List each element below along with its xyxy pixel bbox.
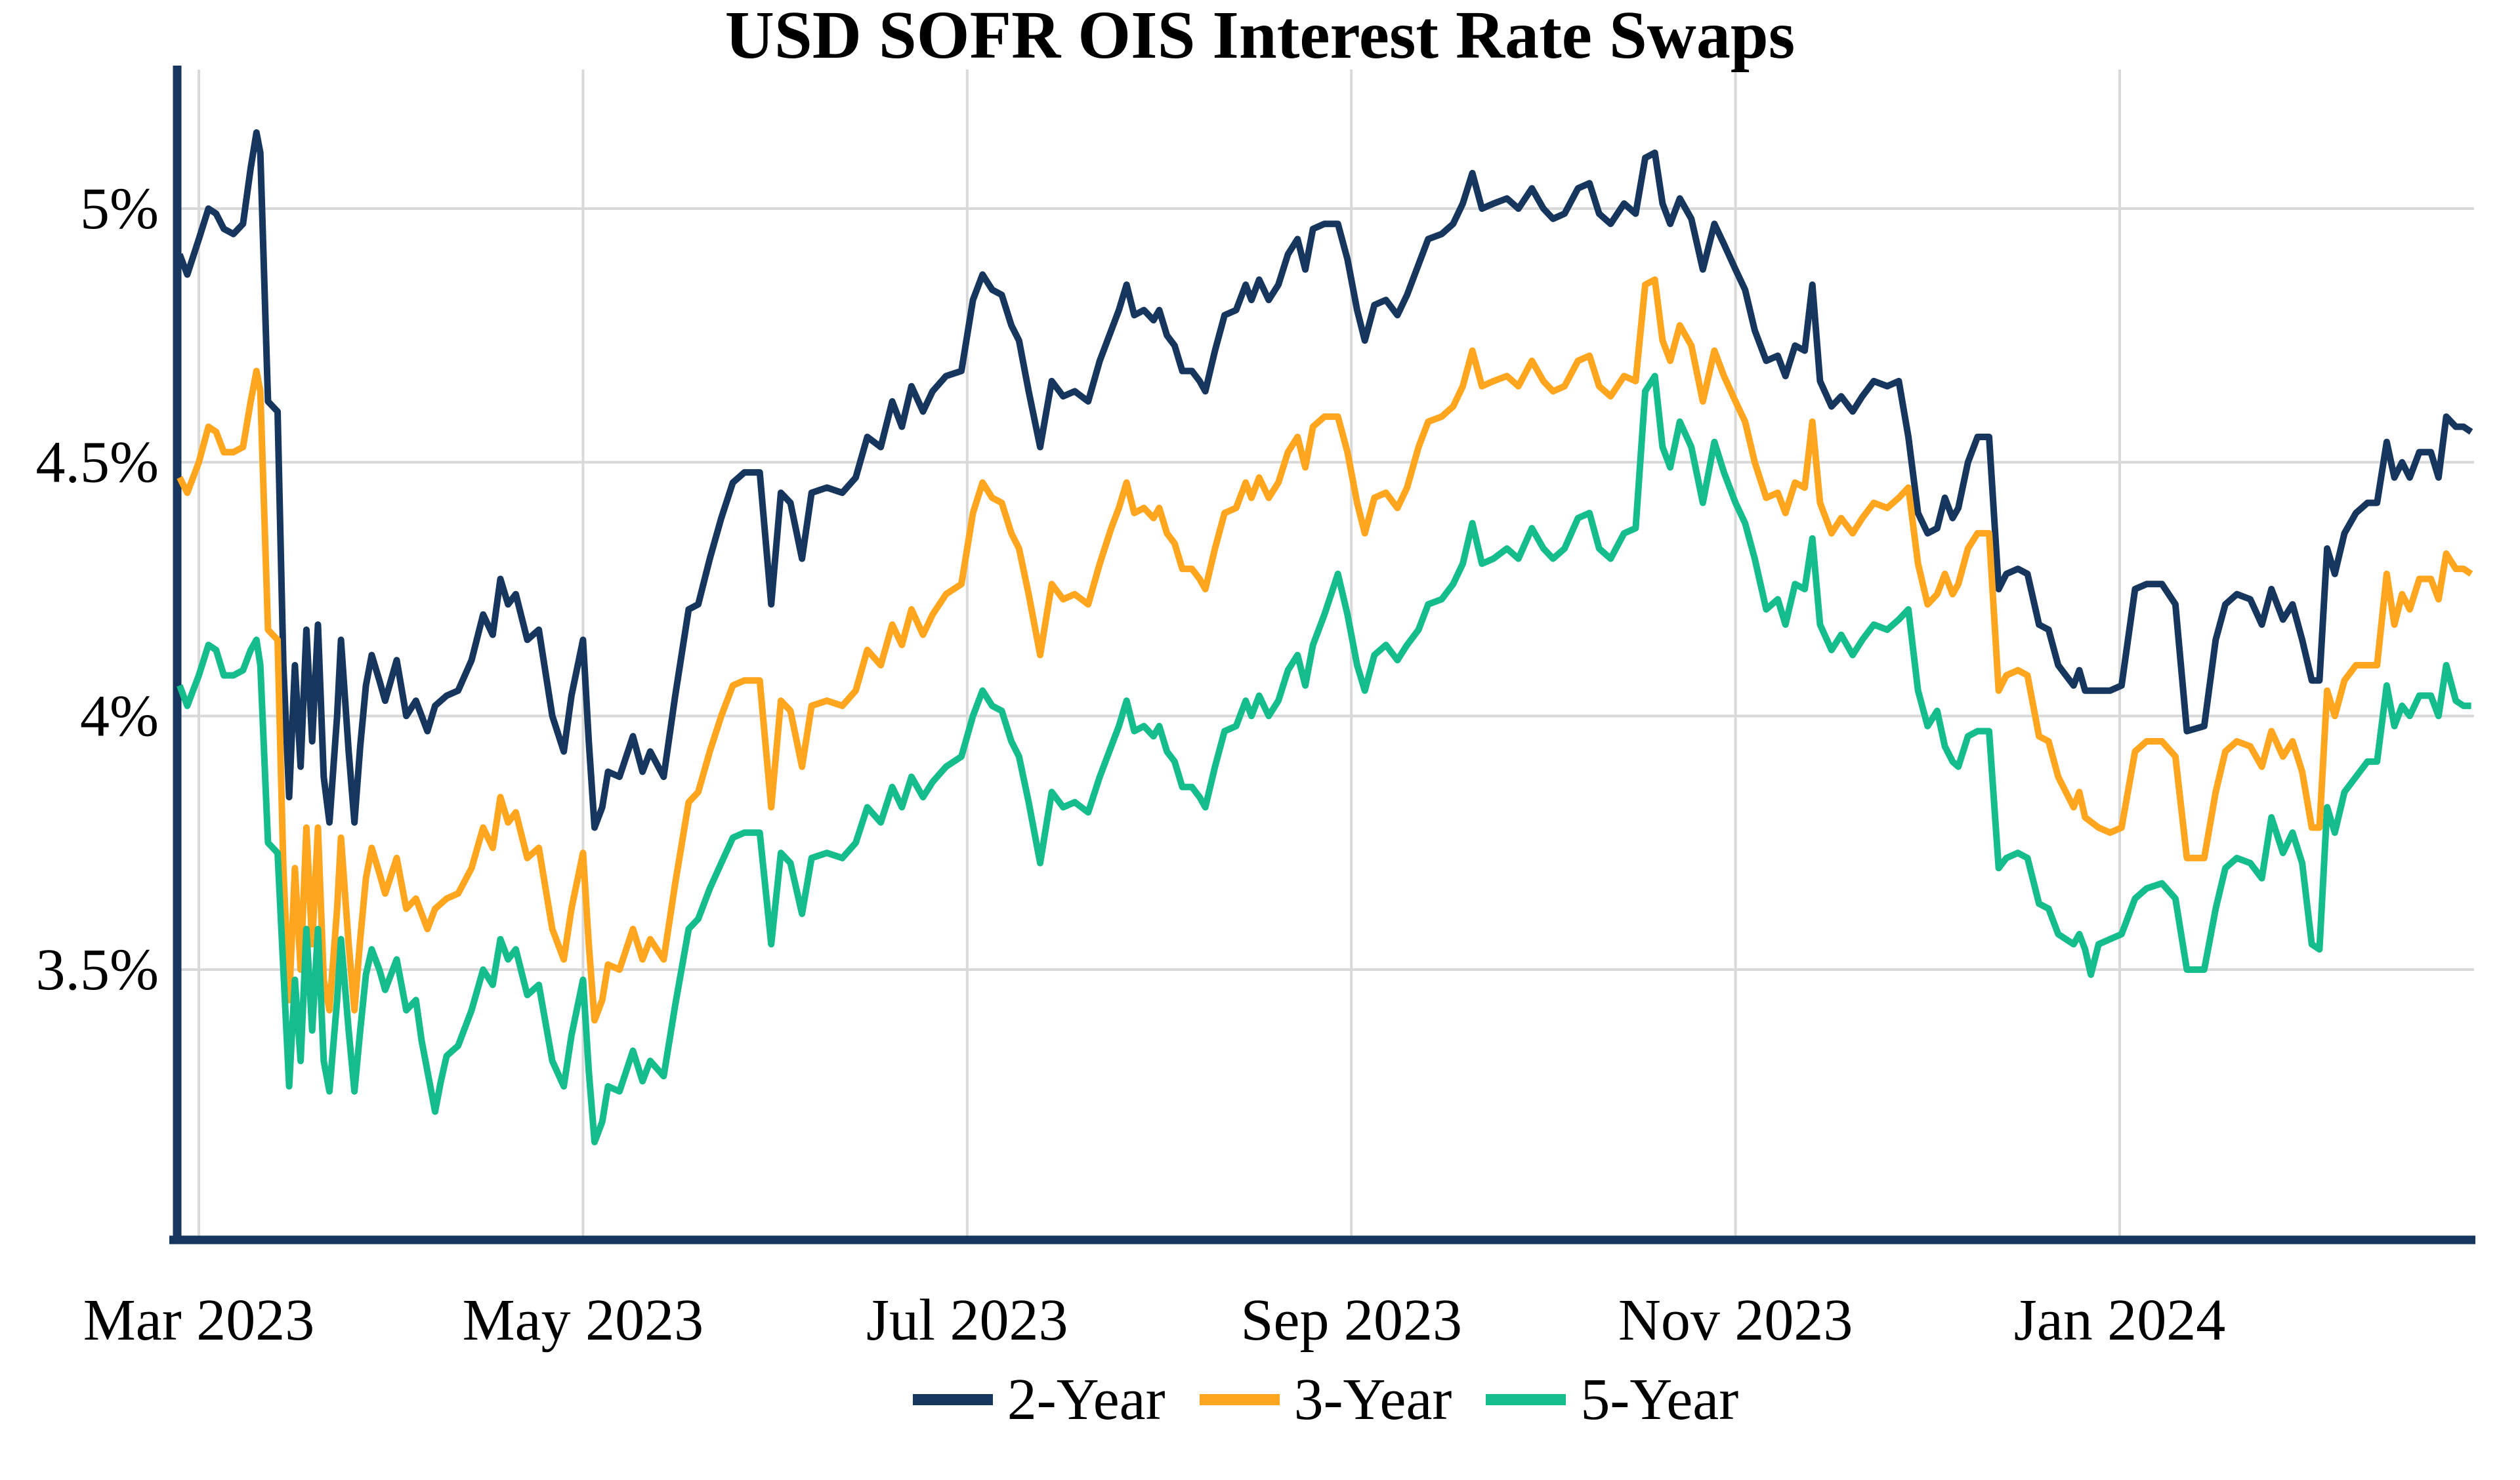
series-line-2-year (177, 129, 2473, 831)
legend-item-5-year: 5-Year (1486, 1366, 1738, 1433)
legend-item-3-year: 3-Year (1199, 1366, 1452, 1433)
series-line-5-year (177, 373, 2471, 1145)
x-tick-label-sep-2023: Sep 2023 (1240, 1288, 1462, 1353)
x-tick-label-mar-2023: Mar 2023 (83, 1288, 314, 1353)
y-tick-label-4-5-: 4.5% (36, 430, 159, 495)
x-tick-label-jan-2024: Jan 2024 (2014, 1288, 2225, 1353)
tick-labels: Mar 2023 May 2023 Jul 2023 Sep 2023 Nov 2023… (36, 176, 2226, 1353)
series-line-3-year (177, 276, 2473, 1024)
y-tick-label-5-: 5% (80, 176, 159, 241)
legend-swatch-3-year-icon (1199, 1394, 1280, 1405)
legend-item-2-year: 2-Year (912, 1366, 1166, 1433)
legend-label-5-year: 5-Year (1580, 1367, 1739, 1432)
legend: 2-Year 3-Year 5-Year (177, 1366, 2474, 1433)
gridlines (177, 70, 2474, 1236)
page-title: USD SOFR OIS Interest Rate Swaps (724, 0, 1796, 73)
y-tick-label-3-5-: 3.5% (36, 937, 159, 1002)
legend-swatch-2-year-icon (912, 1394, 993, 1405)
y-tick-label-4-: 4% (80, 684, 159, 749)
series-lines (177, 129, 2473, 1145)
x-tick-label-jul-2023: Jul 2023 (866, 1288, 1068, 1353)
legend-label-2-year: 2-Year (1007, 1367, 1166, 1432)
x-tick-label-nov-2023: Nov 2023 (1618, 1288, 1853, 1353)
legend-swatch-5-year-icon (1486, 1394, 1566, 1405)
x-tick-label-may-2023: May 2023 (463, 1288, 704, 1353)
axes (169, 66, 2475, 1244)
legend-label-3-year: 3-Year (1293, 1367, 1452, 1432)
